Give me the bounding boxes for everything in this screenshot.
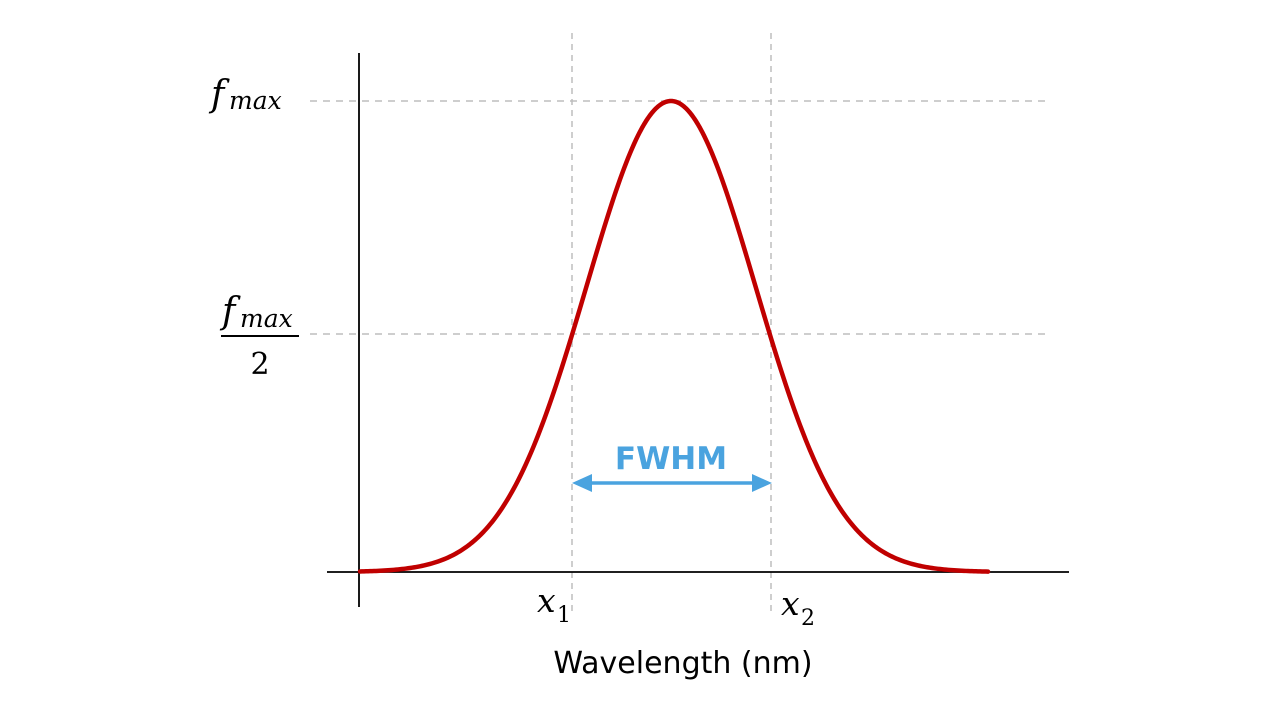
half-max-numerator-base: f (219, 291, 241, 332)
x2-label-base: x (781, 584, 800, 623)
fwhm-label: FWHM (615, 441, 727, 477)
x2-label-sub: 2 (801, 606, 815, 631)
fwhm-arrow-right-head (752, 474, 772, 492)
gaussian-curve (357, 98, 991, 574)
half-max-label: f max 2 (219, 291, 299, 382)
x1-label-sub: 1 (557, 603, 571, 628)
fwhm-arrow-left-head (572, 474, 592, 492)
x2-label: x 2 (781, 584, 815, 631)
fmax-label: f max (208, 74, 282, 115)
fmax-label-base: f (208, 74, 230, 115)
half-max-numerator-sub: max (240, 304, 293, 333)
fmax-label-sub: max (229, 86, 282, 115)
x1-label: x 1 (537, 581, 571, 628)
x1-label-base: x (537, 581, 556, 620)
x-axis-label: Wavelength (nm) (553, 646, 812, 681)
half-max-denominator: 2 (250, 347, 269, 382)
